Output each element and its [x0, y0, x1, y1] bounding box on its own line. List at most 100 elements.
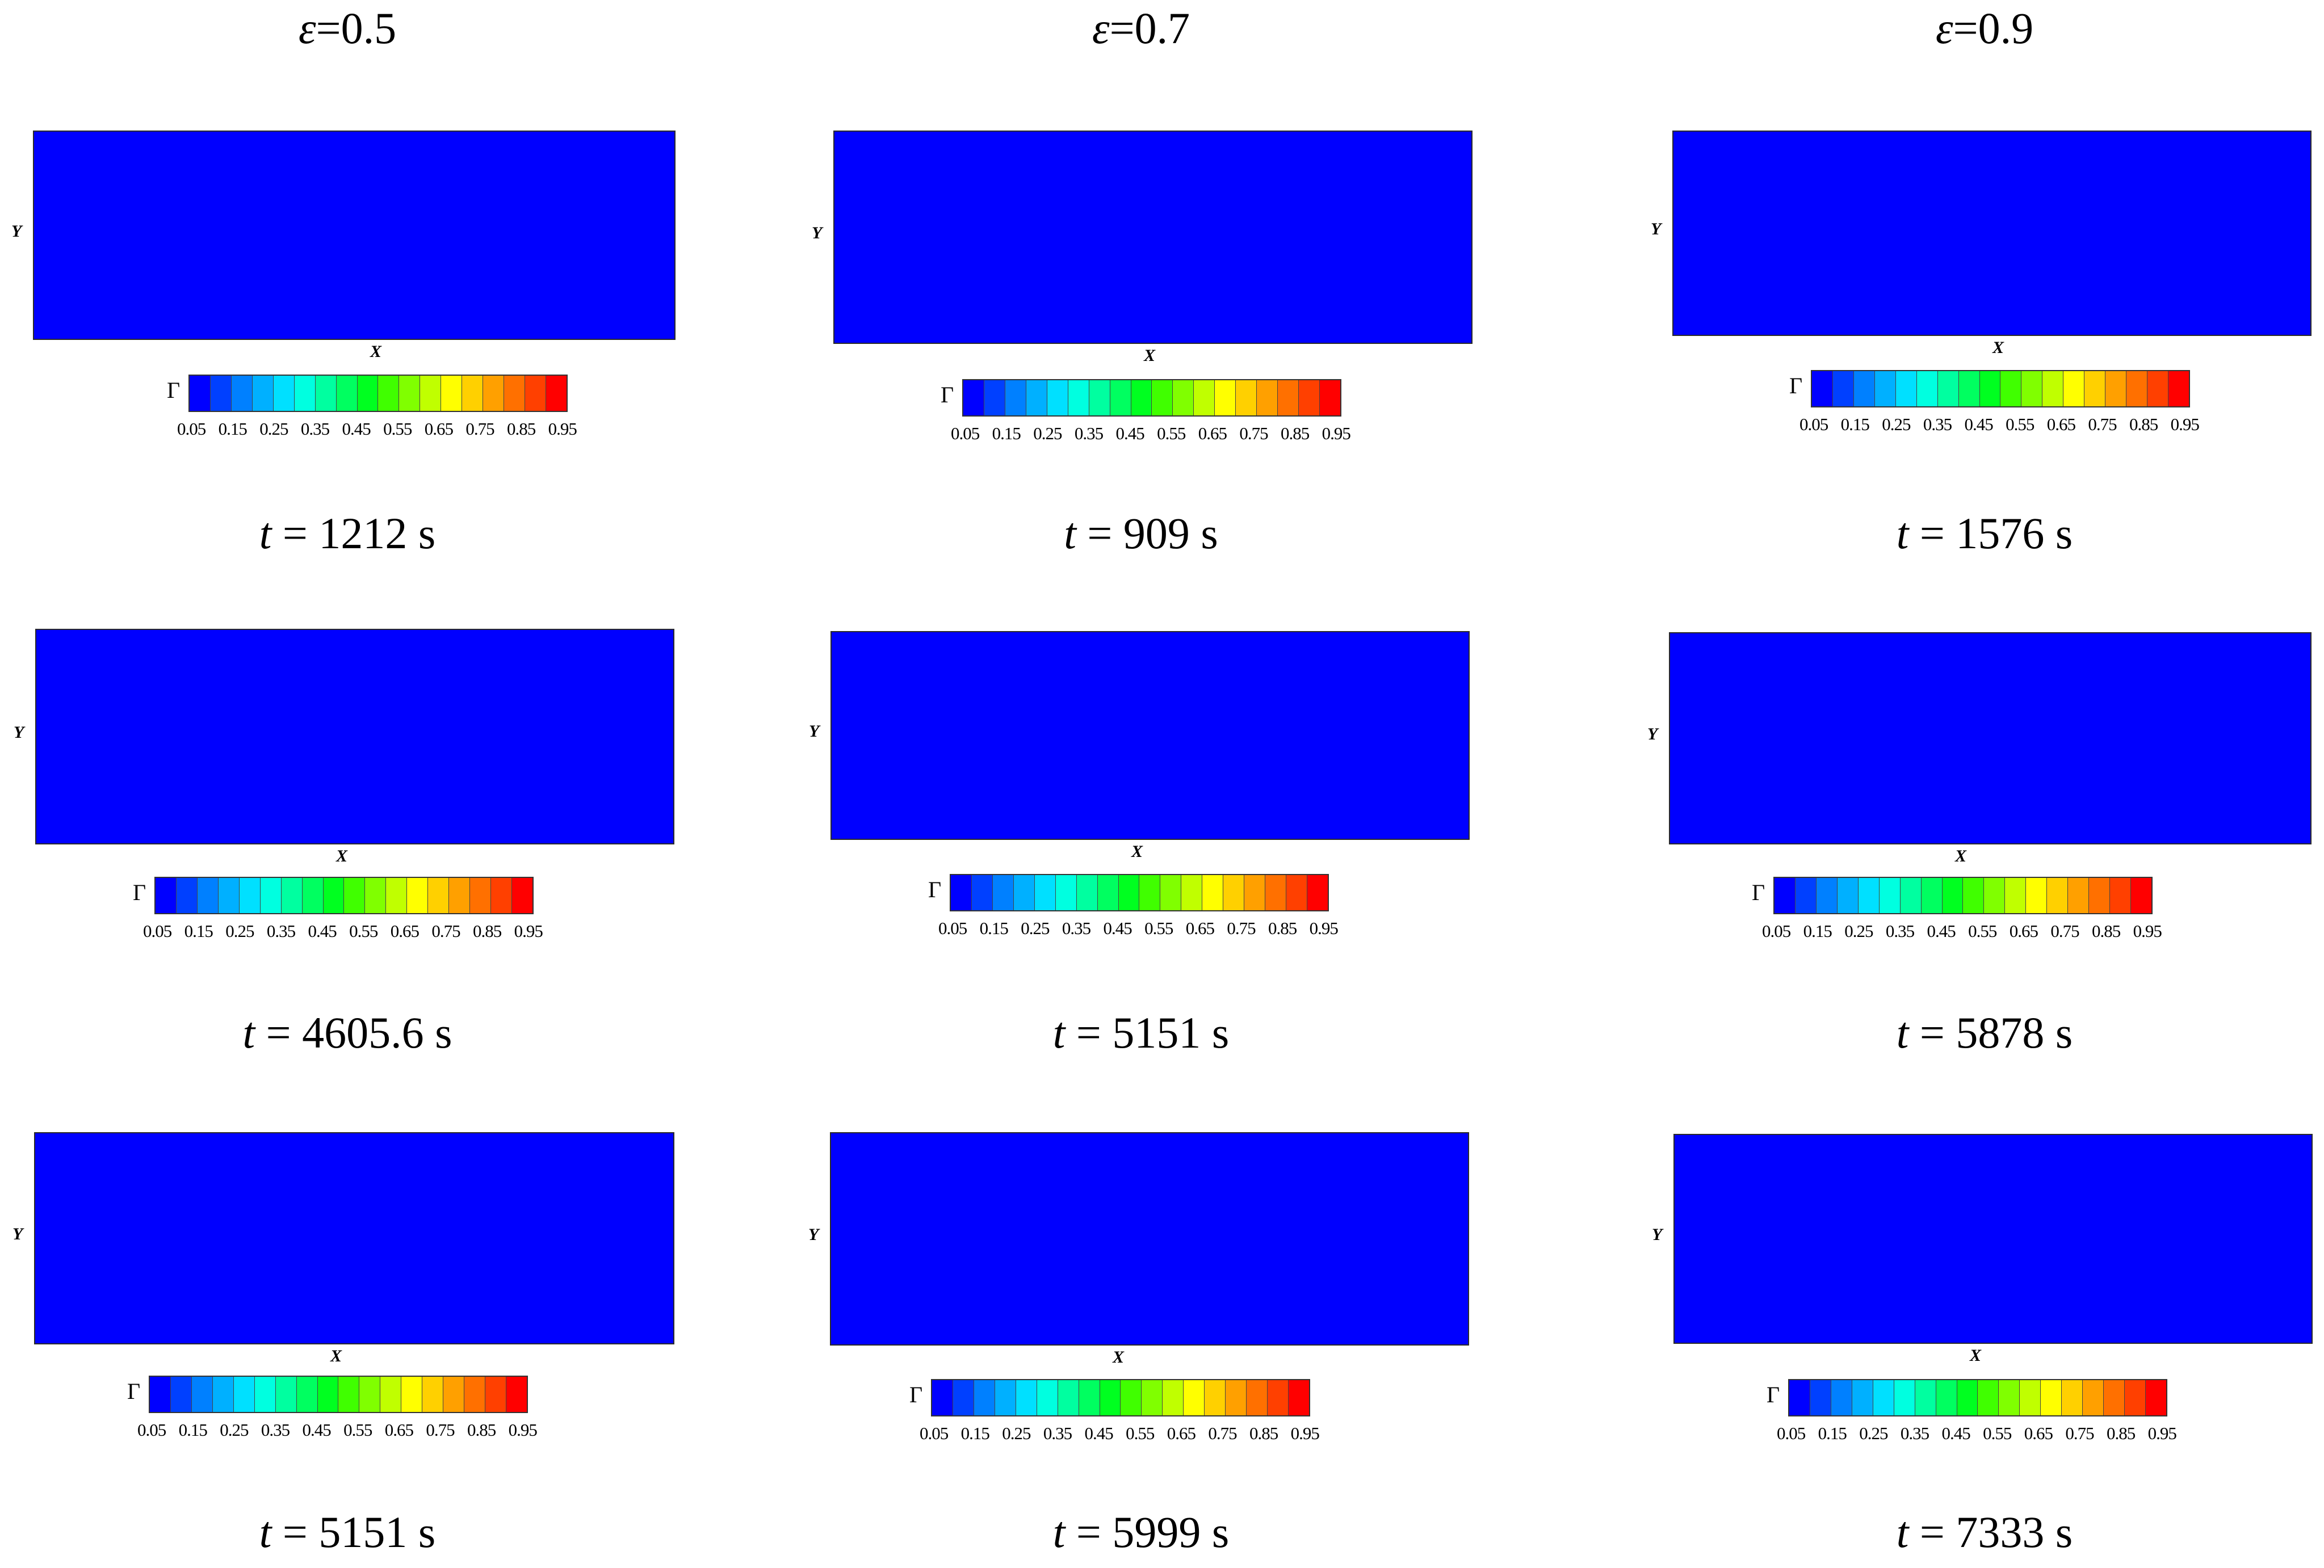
colorbar-swatch — [2089, 878, 2110, 913]
concentration-field — [35, 1133, 673, 1343]
colorbar-tick-label: 0.25 — [225, 921, 254, 941]
contour-band — [1670, 633, 2310, 843]
colorbar-swatch — [315, 376, 337, 411]
time-label: t = 7333 s — [1786, 1507, 2183, 1558]
colorbar-tick-label: 0.65 — [1198, 423, 1227, 443]
colorbar-swatch — [2000, 371, 2022, 406]
colorbar-tick-label: 0.15 — [1818, 1423, 1847, 1443]
colorbar-swatch — [1173, 380, 1194, 415]
colorbar — [1811, 370, 2190, 407]
colorbar-tick-label: 0.95 — [548, 419, 577, 439]
colorbar-tick-label: 0.45 — [1927, 921, 1956, 941]
colorbar-tick-label: 0.55 — [343, 1420, 372, 1440]
colorbar-swatch — [1775, 878, 1796, 913]
colorbar-tick-label: 0.85 — [473, 921, 502, 941]
colorbar-swatch — [378, 376, 400, 411]
colorbar-tick-label: 0.85 — [1249, 1423, 1278, 1443]
colorbar-swatch — [1874, 371, 1896, 406]
colorbar-swatch — [1999, 1380, 2020, 1415]
colorbar-swatch — [2105, 371, 2127, 406]
y-axis-label: Y — [1651, 220, 1662, 238]
colorbar-swatch — [231, 376, 253, 411]
colorbar-tick-label: 0.45 — [342, 419, 371, 439]
colorbar-swatch — [2147, 371, 2168, 406]
colorbar-swatch — [2063, 371, 2085, 406]
colorbar-swatch — [294, 376, 316, 411]
colorbar-swatch — [2021, 371, 2043, 406]
time-value: = 5151 s — [271, 1507, 436, 1557]
colorbar-tick-label: 0.65 — [2024, 1423, 2053, 1443]
colorbar-swatch — [2020, 1380, 2041, 1415]
time-symbol: t — [1052, 1507, 1065, 1557]
concentration-field — [1673, 132, 2310, 335]
time-value: = 7333 s — [1908, 1507, 2073, 1557]
colorbar-swatch — [1236, 380, 1257, 415]
x-axis-label: X — [1969, 1346, 1981, 1365]
colorbar-swatch — [992, 875, 1014, 910]
y-axis-label: Y — [11, 221, 22, 241]
colorbar-tick-label: 0.25 — [1002, 1423, 1031, 1443]
colorbar-swatch — [1152, 380, 1173, 415]
x-axis-label: X — [1112, 1348, 1124, 1367]
colorbar-label: Γ — [127, 1378, 141, 1404]
colorbar-label: Γ — [1789, 373, 1803, 398]
colorbar-swatch — [1244, 875, 1266, 910]
colorbar-swatch — [212, 1377, 234, 1412]
colorbar-swatch — [296, 1377, 318, 1412]
colorbar-tick-labels: 0.05 0.15 0.25 0.35 0.45 0.55 0.65 0.75 0.85 0.95 — [1777, 1423, 2177, 1444]
colorbar-tick-label: 0.55 — [1144, 918, 1173, 938]
colorbar-swatch — [170, 1377, 192, 1412]
colorbar-swatch — [1816, 878, 1838, 913]
colorbar-label: Γ — [167, 377, 181, 403]
colorbar-swatch — [1121, 1380, 1142, 1415]
y-axis-label: Y — [1647, 725, 1658, 743]
colorbar-swatch — [428, 878, 450, 913]
colorbar — [1788, 1379, 2167, 1416]
colorbar-swatch — [1055, 875, 1077, 910]
colorbar-swatch — [2005, 878, 2027, 913]
colorbar-label: Γ — [941, 382, 954, 407]
epsilon-symbol: ε — [1935, 3, 1953, 53]
colorbar-swatch — [1247, 1380, 1268, 1415]
colorbar-swatch — [485, 1377, 506, 1412]
colorbar-swatch — [1215, 380, 1236, 415]
colorbar-swatch — [511, 878, 532, 913]
colorbar-tick-label: 0.35 — [1074, 423, 1104, 443]
colorbar-swatch — [1942, 878, 1964, 913]
y-axis-label: Y — [812, 224, 823, 242]
contour-plot — [35, 629, 674, 844]
colorbar-tick-label: 0.25 — [1882, 414, 1911, 434]
colorbar-swatch — [2068, 878, 2090, 913]
colorbar-tick-label: 0.85 — [507, 419, 536, 439]
time-value: = 5878 s — [1908, 1008, 2073, 1057]
colorbar-swatch — [422, 1377, 444, 1412]
colorbar-label: Γ — [133, 880, 146, 905]
colorbar-swatch — [1194, 380, 1215, 415]
colorbar-swatch — [1226, 1380, 1247, 1415]
colorbar-swatch — [197, 878, 219, 913]
contour-band — [1673, 132, 1878, 335]
colorbar-tick-label: 0.35 — [1062, 918, 1091, 938]
colorbar-tick-label: 0.75 — [1208, 1423, 1237, 1443]
time-symbol: t — [1896, 508, 1909, 558]
colorbar-swatch — [1288, 1380, 1309, 1415]
colorbar-swatch — [323, 878, 345, 913]
colorbar-label: Γ — [928, 877, 942, 902]
colorbar-swatch — [984, 380, 1005, 415]
colorbar-tick-label: 0.55 — [1126, 1423, 1155, 1443]
colorbar-swatch — [233, 1377, 255, 1412]
colorbar — [1773, 877, 2153, 914]
colorbar — [154, 877, 534, 914]
contour-plot — [1672, 131, 2312, 336]
colorbar-swatch — [150, 1377, 171, 1412]
colorbar-swatch — [1879, 878, 1901, 913]
colorbar-swatch — [2130, 878, 2151, 913]
y-axis-label: Y — [12, 1225, 23, 1243]
colorbar-tick-labels: 0.05 0.15 0.25 0.35 0.45 0.55 0.65 0.75 0.85 0.95 — [1762, 921, 2162, 941]
colorbar-tick-label: 0.05 — [137, 1420, 166, 1440]
colorbar-tick-labels: 0.05 0.15 0.25 0.35 0.45 0.55 0.65 0.75 0.85 0.95 — [177, 419, 577, 439]
colorbar-swatch — [2047, 878, 2069, 913]
colorbar-tick-labels: 0.05 0.15 0.25 0.35 0.45 0.55 0.65 0.75 0.85 0.95 — [920, 1423, 1320, 1444]
colorbar-tick-label: 0.85 — [467, 1420, 496, 1440]
colorbar-swatch — [380, 1377, 402, 1412]
